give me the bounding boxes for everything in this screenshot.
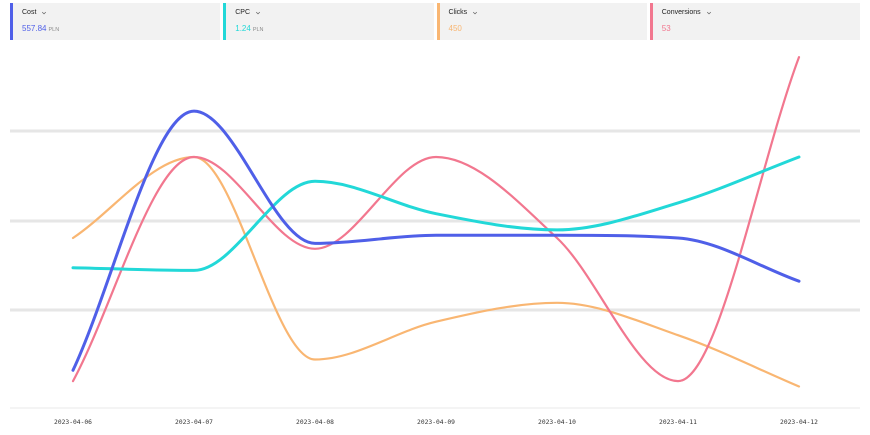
- x-tick-label: 2023-04-11: [659, 419, 697, 426]
- series-line-cpc: [71, 155, 801, 272]
- chevron-down-icon[interactable]: [255, 10, 261, 16]
- metric-value: 557.84: [22, 24, 47, 33]
- metric-label: Cost: [22, 9, 37, 16]
- series-line-cost: [71, 109, 801, 372]
- metric-label: CPC: [235, 9, 251, 16]
- x-tick-label: 2023-04-12: [780, 419, 818, 426]
- chevron-down-icon[interactable]: [472, 10, 478, 16]
- metric-value-line: 450: [449, 24, 647, 33]
- metric-value: 53: [661, 24, 671, 33]
- metric-card-conversions[interactable]: Conversions 53: [649, 3, 860, 40]
- metric-unit: PLN: [48, 27, 60, 33]
- x-tick-label: 2023-04-06: [54, 419, 92, 426]
- metric-value-line: 1.24 PLN: [235, 24, 433, 33]
- x-tick-label: 2023-04-07: [175, 419, 213, 426]
- metric-value-line: 53: [662, 24, 860, 33]
- x-tick-label: 2023-04-08: [296, 419, 334, 426]
- chevron-down-icon[interactable]: [41, 10, 47, 16]
- metric-label: Clicks: [448, 9, 468, 16]
- series-line-conversions: [71, 56, 801, 383]
- metric-card-cost[interactable]: Cost 557.84 PLN: [10, 3, 221, 40]
- x-tick-label: 2023-04-09: [417, 419, 455, 426]
- chevron-down-icon[interactable]: [706, 10, 712, 16]
- x-tick-label: 2023-04-10: [538, 419, 576, 426]
- metric-card-clicks[interactable]: Clicks 450: [436, 3, 647, 40]
- metric-value: 450: [448, 24, 462, 33]
- metric-card-cpc[interactable]: CPC 1.24 PLN: [223, 3, 434, 40]
- metric-unit: PLN: [252, 27, 264, 33]
- metric-value: 1.24: [235, 24, 251, 33]
- metric-label: Conversions: [661, 9, 701, 16]
- metric-cards: Cost 557.84 PLN CPC 1.24 PLN Clicks 450 Co…: [10, 3, 860, 40]
- metric-value-line: 557.84 PLN: [22, 24, 220, 33]
